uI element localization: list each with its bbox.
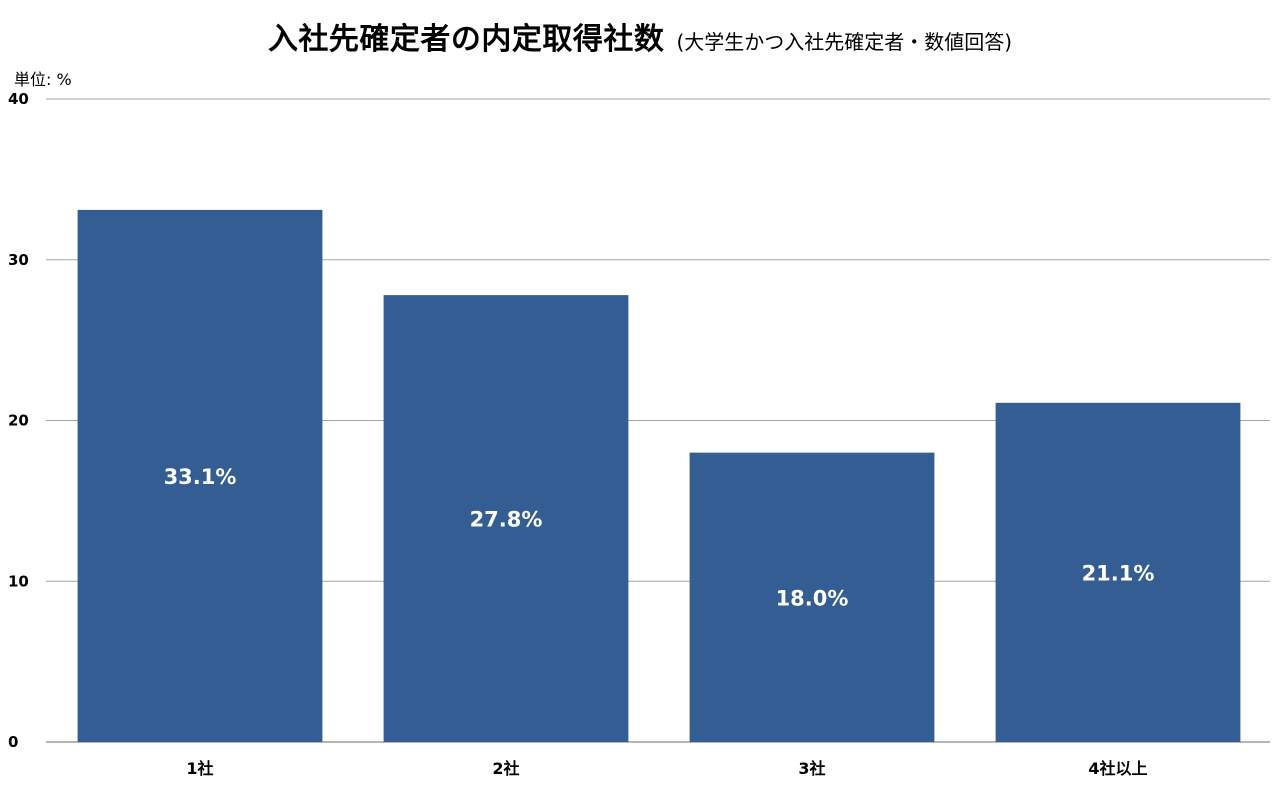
y-tick-label: 40 — [8, 90, 29, 108]
data-label: 21.1% — [1082, 561, 1155, 585]
y-tick-label: 20 — [8, 412, 29, 430]
data-label: 18.0% — [776, 586, 849, 610]
bar-1 — [77, 209, 323, 743]
y-tick-label: 10 — [8, 572, 29, 590]
unit-label: 単位: % — [14, 70, 72, 89]
x-category-label: 2社 — [492, 759, 519, 778]
x-category-label: 1社 — [186, 759, 213, 778]
chart-title-row: 入社先確定者の内定取得社数 (大学生かつ入社先確定者・数値回答) — [0, 14, 1280, 58]
bar-3 — [689, 452, 935, 742]
data-label: 27.8% — [470, 508, 543, 532]
x-category-label: 4社以上 — [1088, 759, 1147, 778]
data-label: 33.1% — [164, 465, 237, 489]
bar-4 — [995, 402, 1241, 742]
y-tick-label: 0 — [8, 733, 18, 751]
chart-title: 入社先確定者の内定取得社数 — [267, 22, 665, 57]
x-category-label: 3社 — [798, 759, 825, 778]
chart-subtitle: (大学生かつ入社先確定者・数値回答) — [676, 30, 1013, 54]
y-tick-label: 30 — [8, 251, 29, 269]
bar-2 — [383, 295, 629, 742]
